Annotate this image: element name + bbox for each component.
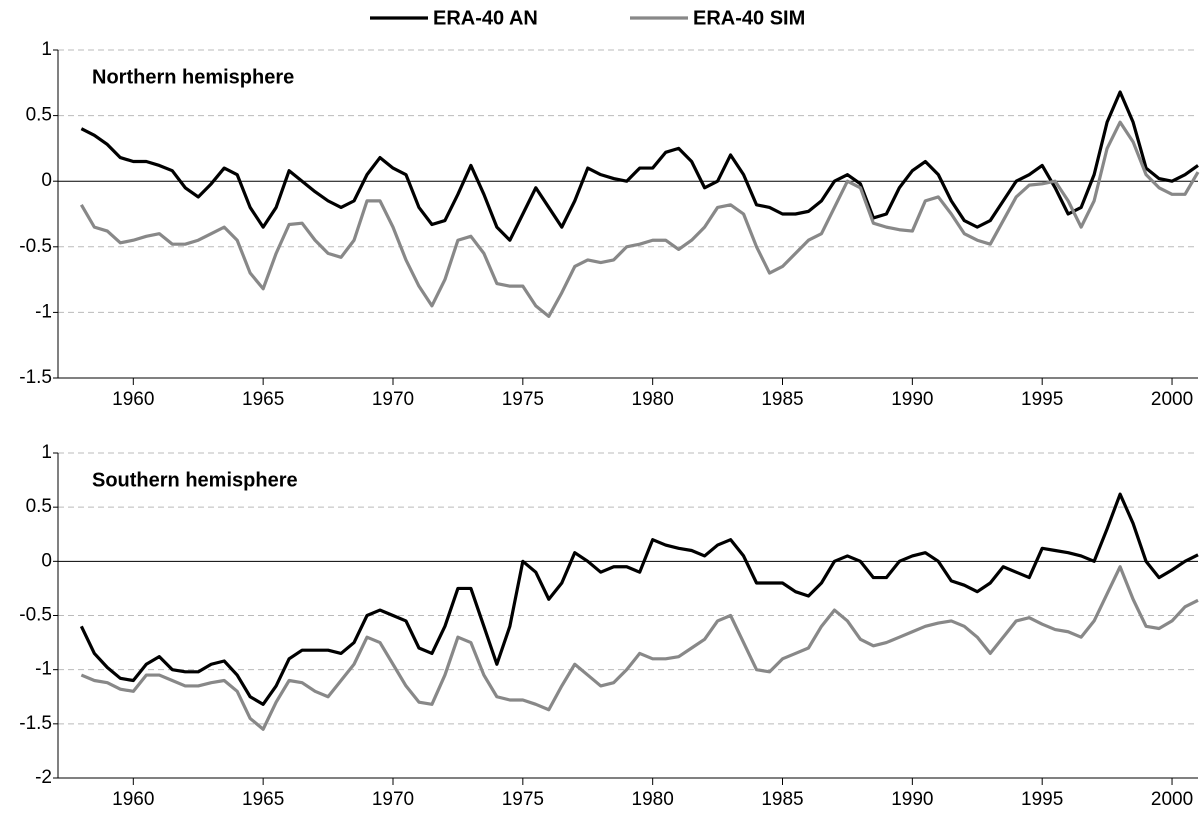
series-line <box>79 492 1199 706</box>
y-tick-label: -2 <box>35 767 52 788</box>
y-tick-label: 0.5 <box>26 105 52 126</box>
y-tick-label: 0 <box>41 170 52 191</box>
x-tick-label: 1965 <box>242 389 284 410</box>
x-tick-label: 1995 <box>1021 789 1063 810</box>
panel-title: Northern hemisphere <box>92 66 294 88</box>
x-tick-label: 1985 <box>761 789 803 810</box>
series-line <box>80 90 1199 242</box>
x-tick-label: 1995 <box>1021 389 1063 410</box>
y-tick-label: -1.5 <box>19 713 52 734</box>
y-tick-label: 1 <box>41 442 52 463</box>
x-tick-label: 1985 <box>761 389 803 410</box>
legend-label: ERA-40 AN <box>433 7 538 29</box>
series-line <box>80 565 1199 731</box>
x-tick-label: 1965 <box>242 789 284 810</box>
x-tick-label: 1970 <box>372 389 414 410</box>
y-tick-label: -1.5 <box>19 367 52 388</box>
x-tick-label: 1980 <box>632 789 674 810</box>
y-tick-label: 0.5 <box>26 496 52 517</box>
x-tick-label: 1975 <box>502 789 544 810</box>
y-tick-label: -0.5 <box>19 605 52 626</box>
y-tick-label: 1 <box>41 39 52 60</box>
x-tick-label: 1975 <box>502 389 544 410</box>
x-tick-label: 2000 <box>1151 789 1193 810</box>
legend-label: ERA-40 SIM <box>693 7 805 29</box>
panel-title: Southern hemisphere <box>92 469 298 491</box>
series-line <box>79 120 1200 318</box>
x-tick-label: 1960 <box>112 389 154 410</box>
y-tick-label: -1 <box>35 301 52 322</box>
y-tick-label: -0.5 <box>19 236 52 257</box>
y-tick-label: -1 <box>35 659 52 680</box>
x-tick-label: 1990 <box>891 389 933 410</box>
x-tick-label: 1990 <box>891 789 933 810</box>
y-tick-label: 0 <box>41 550 52 571</box>
x-tick-label: 1960 <box>112 789 154 810</box>
x-tick-label: 1980 <box>632 389 674 410</box>
x-tick-label: 1970 <box>372 789 414 810</box>
x-tick-label: 2000 <box>1151 389 1193 410</box>
